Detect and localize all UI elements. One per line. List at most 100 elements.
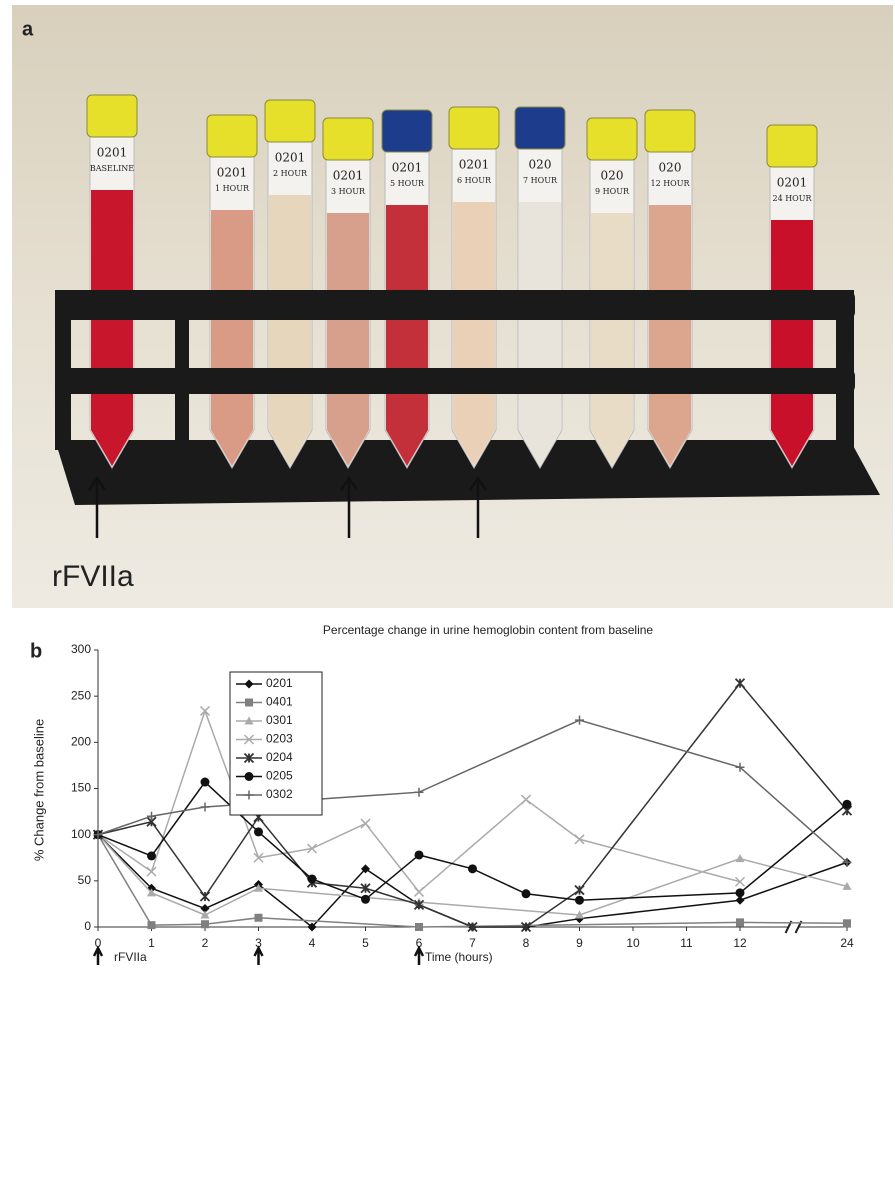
tube-cap <box>767 125 817 167</box>
tube-time: 9 HOUR <box>595 187 630 196</box>
tube-id: 0201 <box>333 169 364 183</box>
marker <box>201 802 210 811</box>
series <box>94 778 852 905</box>
series <box>94 716 852 867</box>
x-tick-label: 24 <box>840 936 854 950</box>
tube-liquid <box>519 202 561 466</box>
tube-id: 0201 <box>777 176 808 190</box>
tube-cap <box>87 95 137 137</box>
legend-label: 0401 <box>266 695 293 709</box>
x-tick-label: 11 <box>680 936 693 950</box>
dose-arrow <box>415 948 423 965</box>
dose-label: rFVIIa <box>114 950 147 964</box>
tube-liquid <box>771 220 813 466</box>
y-tick-label: 100 <box>71 827 91 841</box>
tube-cap <box>645 110 695 152</box>
legend-label: 0203 <box>266 732 293 746</box>
marker <box>843 800 852 809</box>
marker <box>522 795 531 804</box>
marker <box>415 788 424 797</box>
tube: 0201 5 HOUR <box>382 110 432 468</box>
marker <box>522 889 531 898</box>
tube-time: BASELINE <box>90 164 134 173</box>
marker <box>201 892 210 901</box>
marker <box>736 918 744 926</box>
y-tick-label: 200 <box>71 735 91 749</box>
tube-liquid <box>649 205 691 466</box>
tube-id: 0201 <box>459 158 490 172</box>
marker <box>843 919 851 927</box>
marker <box>148 921 156 929</box>
legend-label: 0204 <box>266 750 293 764</box>
tube-cap <box>382 110 432 152</box>
x-tick-label: 4 <box>309 936 316 950</box>
legend-label: 0301 <box>266 713 293 727</box>
series-line <box>98 711 740 892</box>
series-line <box>98 720 847 862</box>
tube-time: 3 HOUR <box>331 187 366 196</box>
x-axis-label: Time (hours) <box>425 950 493 964</box>
tube-time: 5 HOUR <box>390 179 425 188</box>
series-line <box>98 683 847 927</box>
marker <box>147 851 156 860</box>
tube-id: 020 <box>601 169 624 183</box>
tube-liquid <box>211 210 253 466</box>
chart-title: Percentage change in urine hemoglobin co… <box>323 623 654 637</box>
tube-liquid <box>269 195 311 466</box>
y-axis-label: % Change from baseline <box>31 719 46 861</box>
x-tick-label: 12 <box>733 936 747 950</box>
marker <box>147 867 156 876</box>
x-tick-label: 9 <box>576 936 583 950</box>
tube-liquid <box>453 202 495 466</box>
tube-cap <box>207 115 257 157</box>
tube-time: 7 HOUR <box>523 176 558 185</box>
x-tick-label: 2 <box>202 936 209 950</box>
tube-time: 2 HOUR <box>273 169 308 178</box>
tube-cap <box>587 118 637 160</box>
marker <box>308 874 317 883</box>
marker <box>201 920 209 928</box>
marker <box>415 887 424 896</box>
marker <box>575 886 584 895</box>
tube-liquid <box>386 205 428 466</box>
marker <box>245 772 254 781</box>
figure: 0201BASELINE02011 HOUR02012 HOUR02013 HO… <box>0 0 895 1199</box>
marker <box>245 699 253 707</box>
marker <box>575 716 584 725</box>
tube-cap <box>265 100 315 142</box>
marker <box>736 854 745 862</box>
legend-label: 0302 <box>266 787 293 801</box>
marker <box>736 877 745 886</box>
y-tick-label: 0 <box>84 919 91 933</box>
tube-time: 24 HOUR <box>772 194 812 203</box>
x-tick-label: 1 <box>148 936 155 950</box>
tube-time: 1 HOUR <box>215 184 250 193</box>
marker <box>415 850 424 859</box>
x-tick-label: 5 <box>362 936 369 950</box>
tube-id: 0201 <box>275 151 306 165</box>
chart-panel: b Percentage change in urine hemoglobin … <box>30 623 854 965</box>
legend: 0201040103010203020402050302 <box>230 672 322 815</box>
tube-liquid <box>91 190 133 466</box>
x-tick-label: 8 <box>523 936 530 950</box>
tube-cap <box>515 107 565 149</box>
tube-cap <box>323 118 373 160</box>
x-tick-label: 7 <box>469 936 476 950</box>
x-tick-label: 10 <box>626 936 640 950</box>
tube-id: 0201 <box>392 161 423 175</box>
marker <box>361 895 370 904</box>
y-tick-label: 50 <box>78 873 92 887</box>
series <box>94 830 852 918</box>
y-tick-label: 300 <box>71 642 91 656</box>
dose-arrow <box>255 948 263 965</box>
marker <box>575 835 584 844</box>
marker <box>468 864 477 873</box>
marker <box>415 923 423 931</box>
marker <box>255 914 263 922</box>
marker <box>254 827 263 836</box>
marker <box>736 888 745 897</box>
